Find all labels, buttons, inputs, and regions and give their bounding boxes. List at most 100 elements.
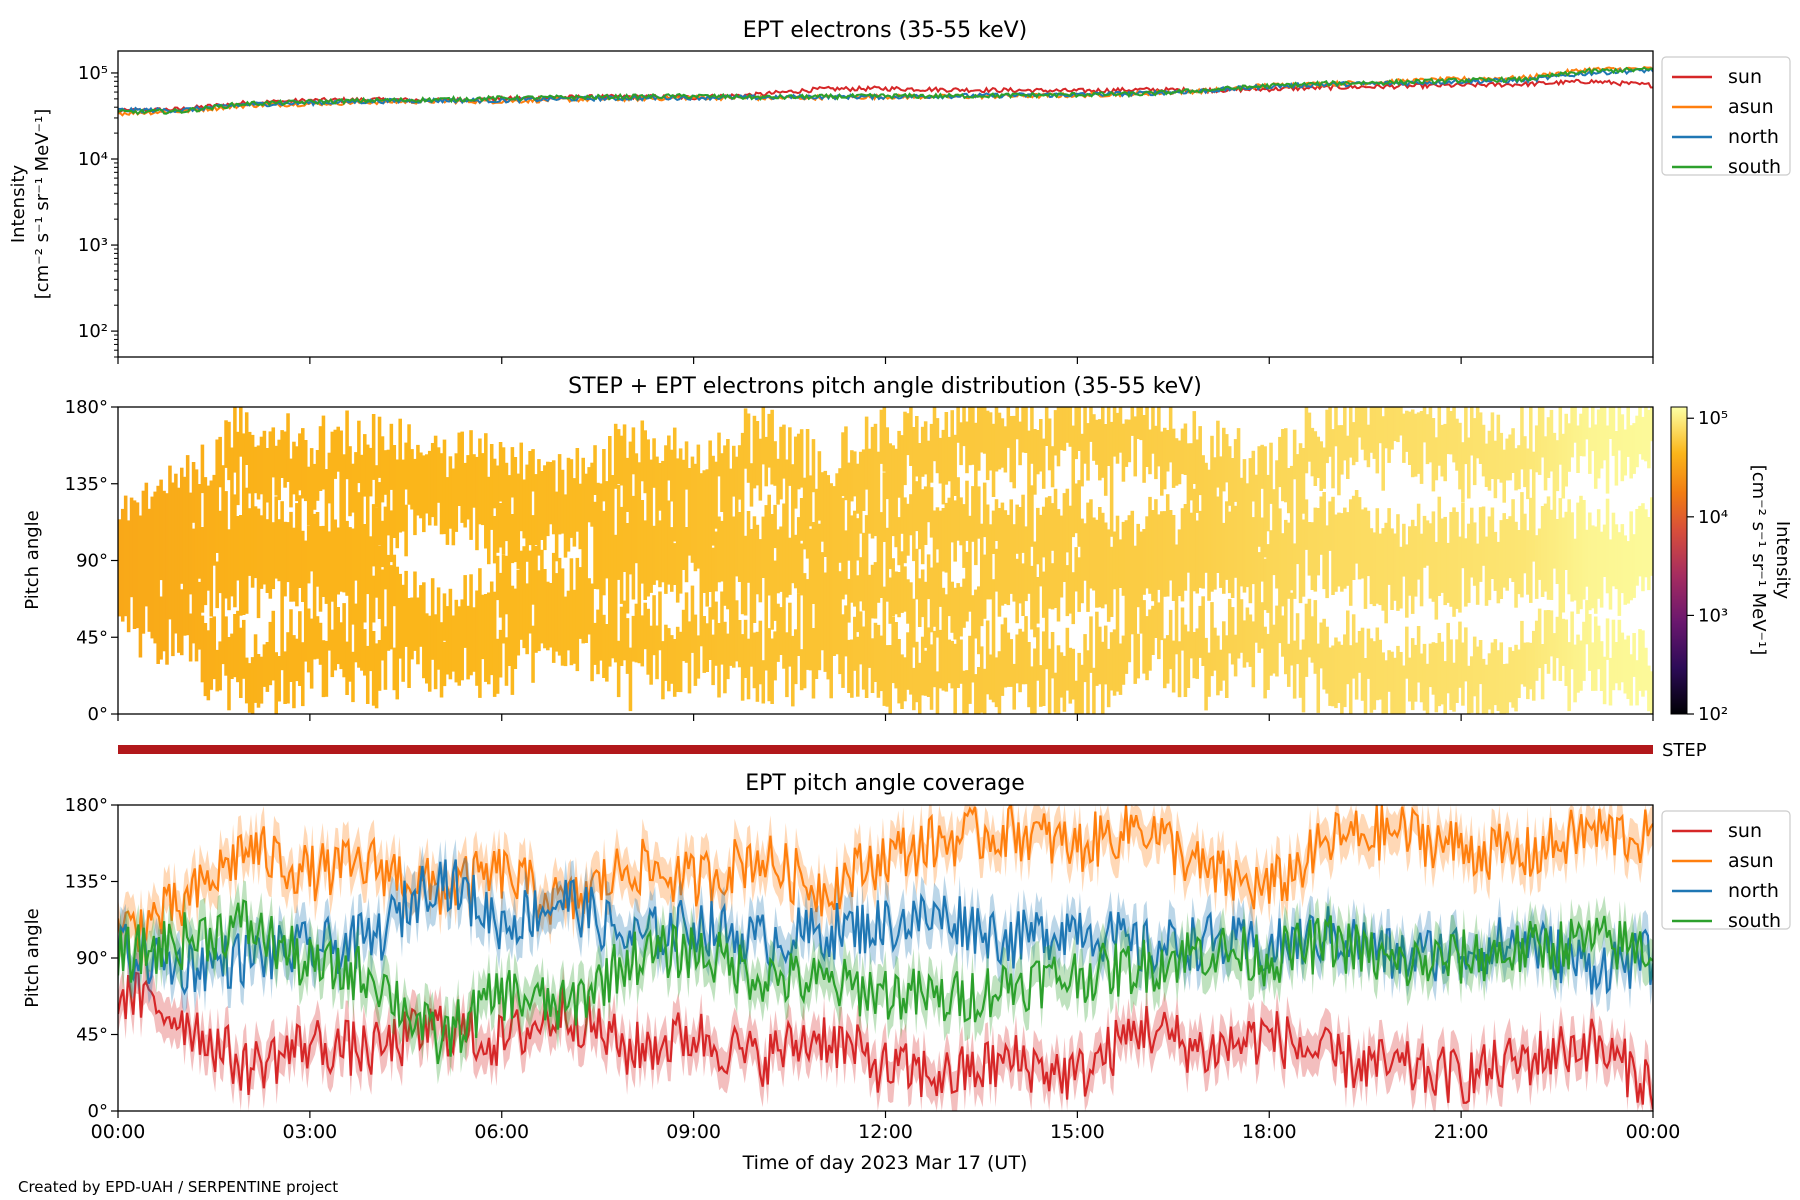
legend-label-south: south <box>1728 910 1781 932</box>
panel3-xlabel: Time of day 2023 Mar 17 (UT) <box>742 1152 1028 1174</box>
heatmap-cell <box>318 526 323 612</box>
heatmap-cell <box>1198 605 1202 658</box>
heatmap-cell <box>1086 650 1090 714</box>
heatmap-cell <box>802 573 807 689</box>
heatmap-cell <box>563 596 568 667</box>
heatmap-cell <box>1354 407 1359 462</box>
heatmap-cell <box>885 527 890 602</box>
heatmap-cell <box>336 426 340 472</box>
series-line-north <box>118 859 1653 996</box>
heatmap-cell <box>717 516 721 583</box>
heatmap-cell <box>734 456 739 577</box>
heatmap-cell <box>1614 431 1619 486</box>
heatmap-cell <box>253 634 258 703</box>
heatmap-cell <box>360 454 364 671</box>
heatmap-cell <box>726 439 730 610</box>
heatmap-cell <box>430 443 435 518</box>
heatmap-cell <box>1481 424 1486 477</box>
heatmap-cell <box>560 568 565 666</box>
heatmap-cell <box>1638 629 1642 691</box>
heatmap-cell <box>1605 425 1610 494</box>
step-coverage-bar: STEP <box>118 740 1707 761</box>
heatmap-cell <box>1596 625 1601 670</box>
heatmap-cell <box>194 469 199 662</box>
heatmap-cell <box>1189 443 1194 501</box>
heatmap-cell <box>543 569 547 649</box>
heatmap-cell <box>1284 428 1288 503</box>
heatmap-cell <box>1254 474 1259 643</box>
heatmap-cell <box>1499 642 1504 714</box>
series-line-north <box>118 67 1653 115</box>
heatmap-cell <box>484 594 488 682</box>
heatmap-cell <box>1343 634 1347 708</box>
x-tick-label: 09:00 <box>666 1121 721 1143</box>
heatmap-cell <box>1145 407 1149 467</box>
heatmap-cell <box>1310 522 1315 590</box>
heatmap-cell <box>1233 439 1238 502</box>
y-tick-label: 135° <box>65 872 108 893</box>
heatmap-cell <box>847 578 851 623</box>
heatmap-cell <box>171 482 175 657</box>
heatmap-cell <box>233 407 237 473</box>
heatmap-cell <box>1402 413 1406 463</box>
heatmap-cell <box>557 454 562 535</box>
heatmap-cell <box>932 630 937 688</box>
heatmap-cell <box>383 626 388 690</box>
heatmap-cell <box>1431 418 1436 492</box>
heatmap-cell <box>292 635 296 709</box>
heatmap-cell <box>1180 428 1185 475</box>
heatmap-cell <box>374 465 379 508</box>
heatmap-cell <box>578 483 583 550</box>
legend-label-asun: asun <box>1728 850 1774 872</box>
heatmap-cell <box>1372 532 1377 607</box>
heatmap-cell <box>212 616 217 680</box>
heatmap-cell <box>1062 407 1067 451</box>
heatmap-cell <box>1142 600 1146 674</box>
heatmap-cell <box>971 486 975 542</box>
heatmap-cell <box>903 411 907 486</box>
heatmap-cell <box>1617 407 1622 451</box>
heatmap-cell <box>230 447 234 597</box>
heatmap-cell <box>1523 513 1527 574</box>
heatmap-cell <box>1440 518 1445 593</box>
heatmap-cell <box>318 622 323 665</box>
heatmap-cell <box>1396 407 1400 443</box>
heatmap-cell <box>572 589 577 664</box>
heatmap-cell <box>404 442 408 490</box>
heatmap-cell <box>1331 429 1335 489</box>
heatmap-cell <box>1390 651 1394 714</box>
heatmap-cell <box>1165 430 1170 472</box>
heatmap-cell <box>1419 411 1424 484</box>
heatmap-cell <box>454 599 459 683</box>
heatmap-cell <box>1363 507 1368 609</box>
heatmap-cell <box>1242 459 1247 593</box>
band-sun <box>118 952 1653 1111</box>
heatmap-cell <box>1369 638 1374 713</box>
heatmap-cell <box>218 436 222 488</box>
heatmap-cell <box>1526 448 1530 500</box>
heatmap-cell <box>179 467 184 584</box>
heatmap-cell <box>670 449 674 502</box>
heatmap-cell <box>619 506 624 604</box>
heatmap-cell <box>1461 442 1465 503</box>
heatmap-cell <box>1103 625 1108 685</box>
heatmap-cell <box>268 621 273 686</box>
heatmap-cell <box>1434 643 1439 713</box>
band-asun <box>118 805 1653 973</box>
heatmap-cell <box>974 674 978 714</box>
heatmap-cell <box>336 607 340 665</box>
heatmap-cell <box>1295 454 1300 565</box>
heatmap-cell <box>1230 607 1235 665</box>
heatmap-cell <box>274 496 278 579</box>
heatmap-cell <box>661 641 665 700</box>
heatmap-cell <box>188 492 193 595</box>
heatmap-cell <box>504 637 509 686</box>
heatmap-cell <box>1301 448 1306 514</box>
heatmap-cell <box>1599 641 1604 691</box>
heatmap-cell <box>1484 664 1489 714</box>
heatmap-cell <box>339 430 343 592</box>
heatmap-cell <box>1443 423 1447 482</box>
heatmap-cell <box>182 476 187 636</box>
heatmap-cell <box>1472 522 1477 586</box>
heatmap-cell <box>1508 647 1512 703</box>
